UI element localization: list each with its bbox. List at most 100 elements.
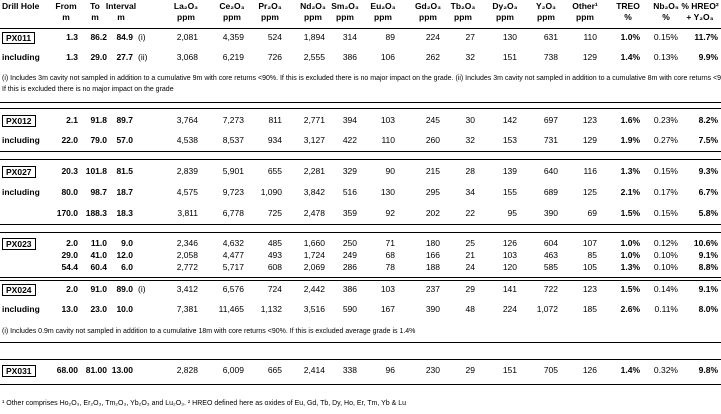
cell: 262 bbox=[425, 52, 440, 62]
cell: 34 bbox=[465, 187, 475, 197]
cell: 89.0 bbox=[116, 284, 133, 294]
cell: 237 bbox=[425, 284, 440, 294]
cell: 101.8 bbox=[85, 166, 107, 176]
rule bbox=[0, 277, 721, 278]
cell: 665 bbox=[267, 365, 282, 375]
rule bbox=[0, 108, 721, 109]
cell: 151 bbox=[502, 52, 517, 62]
cell: 80.0 bbox=[61, 187, 78, 197]
cell: 84.9 bbox=[116, 32, 133, 42]
cell: 188.3 bbox=[85, 208, 107, 218]
cell: 1.3% bbox=[620, 166, 640, 176]
column-header: ppm bbox=[537, 12, 555, 22]
cell: 123 bbox=[582, 284, 597, 294]
cell: 286 bbox=[342, 262, 357, 272]
cell: 2.1% bbox=[620, 187, 640, 197]
cell: 155 bbox=[502, 187, 517, 197]
cell: 1,660 bbox=[303, 238, 325, 248]
cell: 697 bbox=[543, 115, 558, 125]
cell: 3,516 bbox=[303, 304, 325, 314]
cell: 2.0 bbox=[66, 284, 78, 294]
cell: 1,132 bbox=[260, 304, 282, 314]
cell: 6.7% bbox=[698, 187, 718, 197]
cell: 89.7 bbox=[116, 115, 133, 125]
cell: 125 bbox=[582, 187, 597, 197]
cell: 245 bbox=[425, 115, 440, 125]
cell: 9,723 bbox=[222, 187, 244, 197]
column-header: ppm bbox=[177, 12, 195, 22]
cell: 6,576 bbox=[222, 284, 244, 294]
column-header: Pr₂O₃ bbox=[258, 1, 282, 11]
cell: 22 bbox=[465, 208, 475, 218]
cell: 27.7 bbox=[116, 52, 133, 62]
cell: 485 bbox=[267, 238, 282, 248]
cell: 153 bbox=[502, 135, 517, 145]
cell: 7,381 bbox=[176, 304, 198, 314]
cell: 3,811 bbox=[177, 208, 198, 218]
cell: 0.17% bbox=[653, 187, 678, 197]
cell: 7,273 bbox=[222, 115, 244, 125]
cell: 722 bbox=[543, 284, 558, 294]
note-ref: (i) bbox=[138, 284, 146, 294]
column-header: ppm bbox=[374, 12, 392, 22]
cell: 224 bbox=[425, 32, 440, 42]
cell: 329 bbox=[342, 166, 357, 176]
footnote: ¹ Other comprises Ho₂O₃, Er₂O₃, Tm₂O₃, Y… bbox=[2, 400, 407, 407]
cell: 4,477 bbox=[222, 250, 244, 260]
column-header: ppm bbox=[223, 12, 241, 22]
drill-hole: PX024 bbox=[2, 284, 36, 296]
cell: 5.8% bbox=[698, 208, 718, 218]
cell: 81.5 bbox=[116, 166, 133, 176]
cell: 9.1% bbox=[698, 250, 718, 260]
rule bbox=[0, 224, 721, 225]
cell: 96 bbox=[385, 365, 395, 375]
cell: 2,771 bbox=[303, 115, 325, 125]
cell: 585 bbox=[543, 262, 558, 272]
cell: 79.0 bbox=[90, 135, 107, 145]
cell: 249 bbox=[342, 250, 357, 260]
cell: 0.23% bbox=[653, 115, 678, 125]
cell: 631 bbox=[543, 32, 558, 42]
cell: 57.0 bbox=[116, 135, 133, 145]
rule bbox=[0, 280, 721, 281]
cell: 129 bbox=[582, 52, 597, 62]
cell: 29 bbox=[465, 284, 475, 294]
cell: 9.0 bbox=[121, 238, 133, 248]
cell: 516 bbox=[342, 187, 357, 197]
cell: 386 bbox=[342, 284, 357, 294]
cell: 1,724 bbox=[303, 250, 325, 260]
cell: 314 bbox=[342, 32, 357, 42]
cell: 9.1% bbox=[698, 284, 718, 294]
cell: 0.10% bbox=[653, 250, 678, 260]
cell: 224 bbox=[502, 304, 517, 314]
cell: 10.0 bbox=[116, 304, 133, 314]
cell: 2,069 bbox=[303, 262, 325, 272]
cell: 3,127 bbox=[303, 135, 325, 145]
cell: 3,764 bbox=[176, 115, 198, 125]
cell: 41.0 bbox=[90, 250, 107, 260]
cell: 103 bbox=[380, 284, 395, 294]
cell: 10.6% bbox=[693, 238, 718, 248]
column-header: Gd₂O₃ bbox=[414, 1, 442, 11]
cell: 29 bbox=[465, 365, 475, 375]
cell: 68.00 bbox=[56, 365, 78, 375]
cell: 54.4 bbox=[61, 262, 78, 272]
column-header: Sm₂O₃ bbox=[331, 1, 359, 11]
column-header: % bbox=[662, 12, 670, 22]
cell: 608 bbox=[267, 262, 282, 272]
cell: 107 bbox=[582, 238, 597, 248]
cell: 129 bbox=[582, 135, 597, 145]
column-header: m bbox=[117, 12, 125, 22]
cell: 142 bbox=[502, 115, 517, 125]
cell: 103 bbox=[380, 115, 395, 125]
rule bbox=[0, 28, 721, 29]
cell: 11.7% bbox=[694, 32, 718, 42]
cell: 12.0 bbox=[116, 250, 133, 260]
cell: 91.0 bbox=[90, 284, 107, 294]
cell: 13.0 bbox=[61, 304, 78, 314]
drill-hole: PX011 bbox=[2, 32, 36, 44]
cell: 11.0 bbox=[90, 238, 107, 248]
column-header: ppm bbox=[304, 12, 322, 22]
cell: 386 bbox=[342, 52, 357, 62]
